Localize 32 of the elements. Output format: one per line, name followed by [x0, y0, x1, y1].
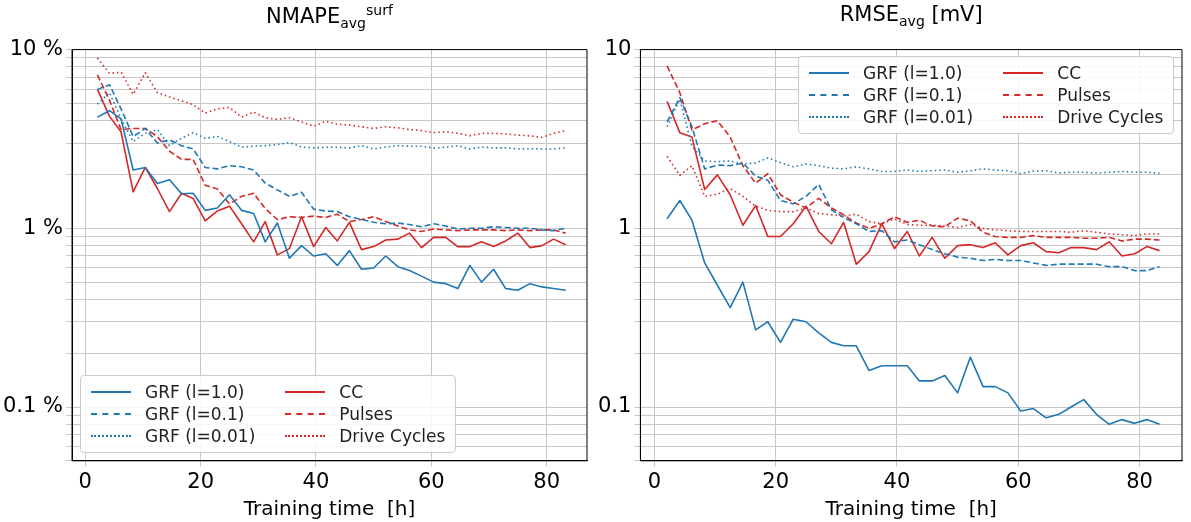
y-tick-label: 1 — [618, 214, 632, 239]
legend-label: Pulses — [1057, 84, 1111, 105]
x-tick-label: 0 — [78, 468, 92, 493]
x-axis-title: Training time [h] — [242, 496, 416, 521]
chart-title: RMSE$_{avg}$ [mV] — [838, 2, 984, 30]
legend-label: CC — [339, 381, 364, 402]
x-tick-label: 80 — [1126, 468, 1153, 493]
legend-label: GRF (l=0.01) — [145, 425, 256, 446]
y-tick-label: 10 — [604, 36, 632, 61]
legend-label: GRF (l=0.1) — [145, 403, 245, 424]
y-tick-label: 0.1 % — [3, 393, 64, 418]
x-tick-label: 20 — [762, 468, 790, 493]
legend-label: GRF (l=1.0) — [145, 381, 245, 402]
x-tick-label: 60 — [417, 468, 445, 493]
x-tick-label: 20 — [187, 468, 214, 493]
y-tick-label: 0.1 — [597, 393, 632, 418]
y-tick-label: 10 % — [9, 36, 64, 61]
legend-label: GRF (l=0.01) — [863, 106, 974, 127]
legend-label: GRF (l=1.0) — [863, 62, 963, 83]
x-tick-label: 80 — [533, 468, 560, 493]
legend-label: Pulses — [339, 403, 393, 424]
x-tick-label: 40 — [883, 468, 911, 493]
legend-label: CC — [1057, 62, 1082, 83]
x-axis-title: Training time [h] — [824, 496, 997, 521]
legend-label: GRF (l=0.1) — [863, 84, 963, 105]
line-series — [96, 57, 567, 139]
legend-label: Drive Cycles — [1057, 106, 1164, 127]
y-tick-label: 1 % — [23, 214, 64, 239]
x-tick-label: 0 — [647, 468, 662, 493]
legend-label: Drive Cycles — [339, 425, 446, 446]
x-tick-label: 40 — [302, 468, 330, 493]
x-tick-label: 60 — [1004, 468, 1032, 493]
